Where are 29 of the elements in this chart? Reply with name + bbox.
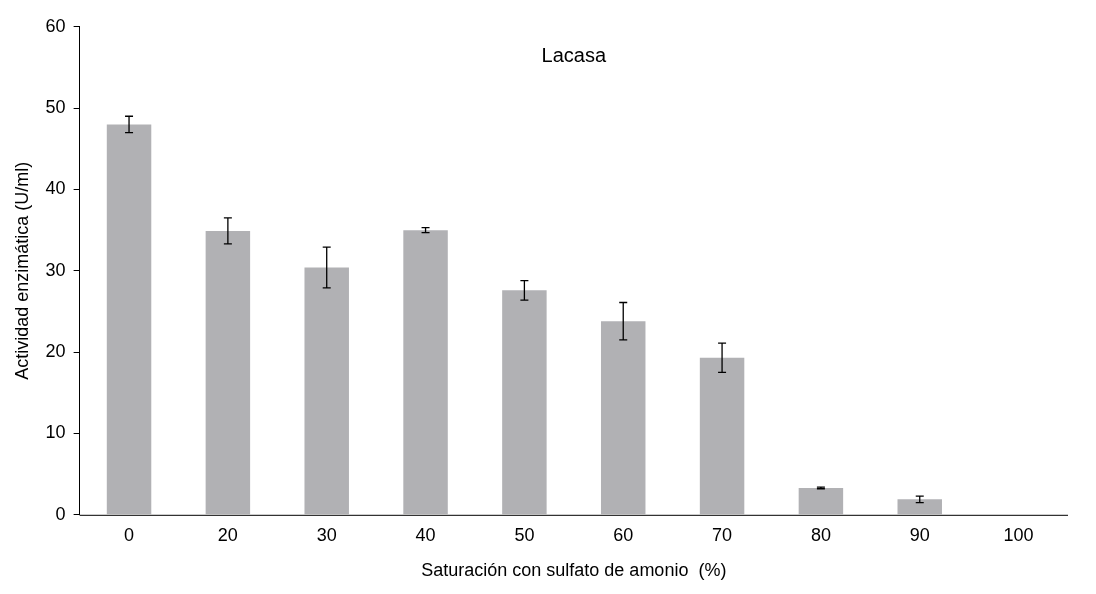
x-tick-label: 100 <box>1003 524 1034 545</box>
y-axis-title: Actividad enzimática (U/ml) <box>11 161 32 380</box>
text: Lacasa <box>541 44 607 67</box>
x-tick-label: 90 <box>909 524 930 545</box>
x-tick-label: 80 <box>810 524 831 545</box>
x-tick-label: 50 <box>514 524 535 545</box>
y-tick-label: 60 <box>45 15 66 36</box>
x-tick-label: 0 <box>124 524 135 545</box>
y-tick-label: 0 <box>55 503 66 524</box>
y-tick-label: 40 <box>45 178 66 199</box>
x-tick-label: 40 <box>415 524 436 545</box>
bar <box>304 267 349 515</box>
bar <box>699 357 745 515</box>
bar <box>106 124 152 515</box>
x-axis-title: Saturación con sulfato de amonio (%) <box>421 560 727 581</box>
bar <box>205 230 251 515</box>
bar <box>600 321 646 515</box>
x-tick-label: 70 <box>712 524 733 545</box>
y-tick-label: 30 <box>45 259 66 280</box>
y-tick-label: 10 <box>45 422 66 443</box>
x-tick-label: 20 <box>217 524 238 545</box>
x-tick-label: 60 <box>613 524 634 545</box>
bar <box>403 230 448 515</box>
y-tick-label: 50 <box>45 97 66 118</box>
bar <box>502 290 547 515</box>
bar <box>897 499 942 515</box>
bar <box>798 487 844 515</box>
x-tick-label: 30 <box>316 524 337 545</box>
y-tick-label: 20 <box>45 341 66 362</box>
